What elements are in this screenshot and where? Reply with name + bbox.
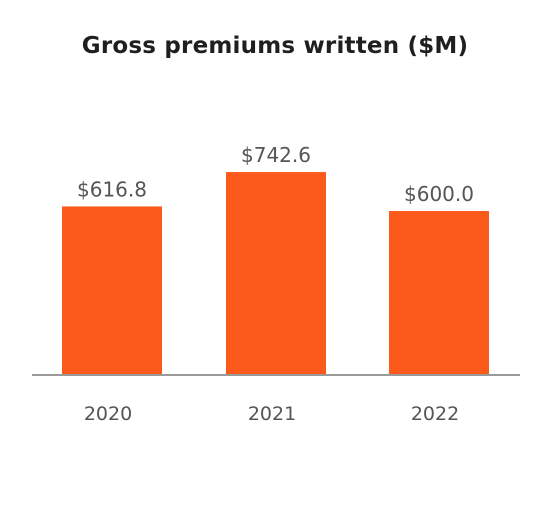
value-label-2022: $600.0 <box>404 182 474 206</box>
x-tick-label-2022: 2022 <box>411 403 459 425</box>
bars-layer <box>62 172 489 375</box>
x-tick-labels-layer: 2020 2021 2022 <box>84 403 459 425</box>
x-tick-label-2021: 2021 <box>248 403 296 425</box>
value-label-2021: $742.6 <box>241 143 311 167</box>
bar-2021 <box>226 172 326 375</box>
value-labels-layer: $616.8 $742.6 $600.0 <box>77 143 474 206</box>
chart-title: Gross premiums written ($M) <box>81 33 469 59</box>
bar-2022 <box>389 211 489 375</box>
value-label-2020: $616.8 <box>77 177 147 201</box>
x-tick-label-2020: 2020 <box>84 403 132 425</box>
bar-2020 <box>62 206 162 375</box>
